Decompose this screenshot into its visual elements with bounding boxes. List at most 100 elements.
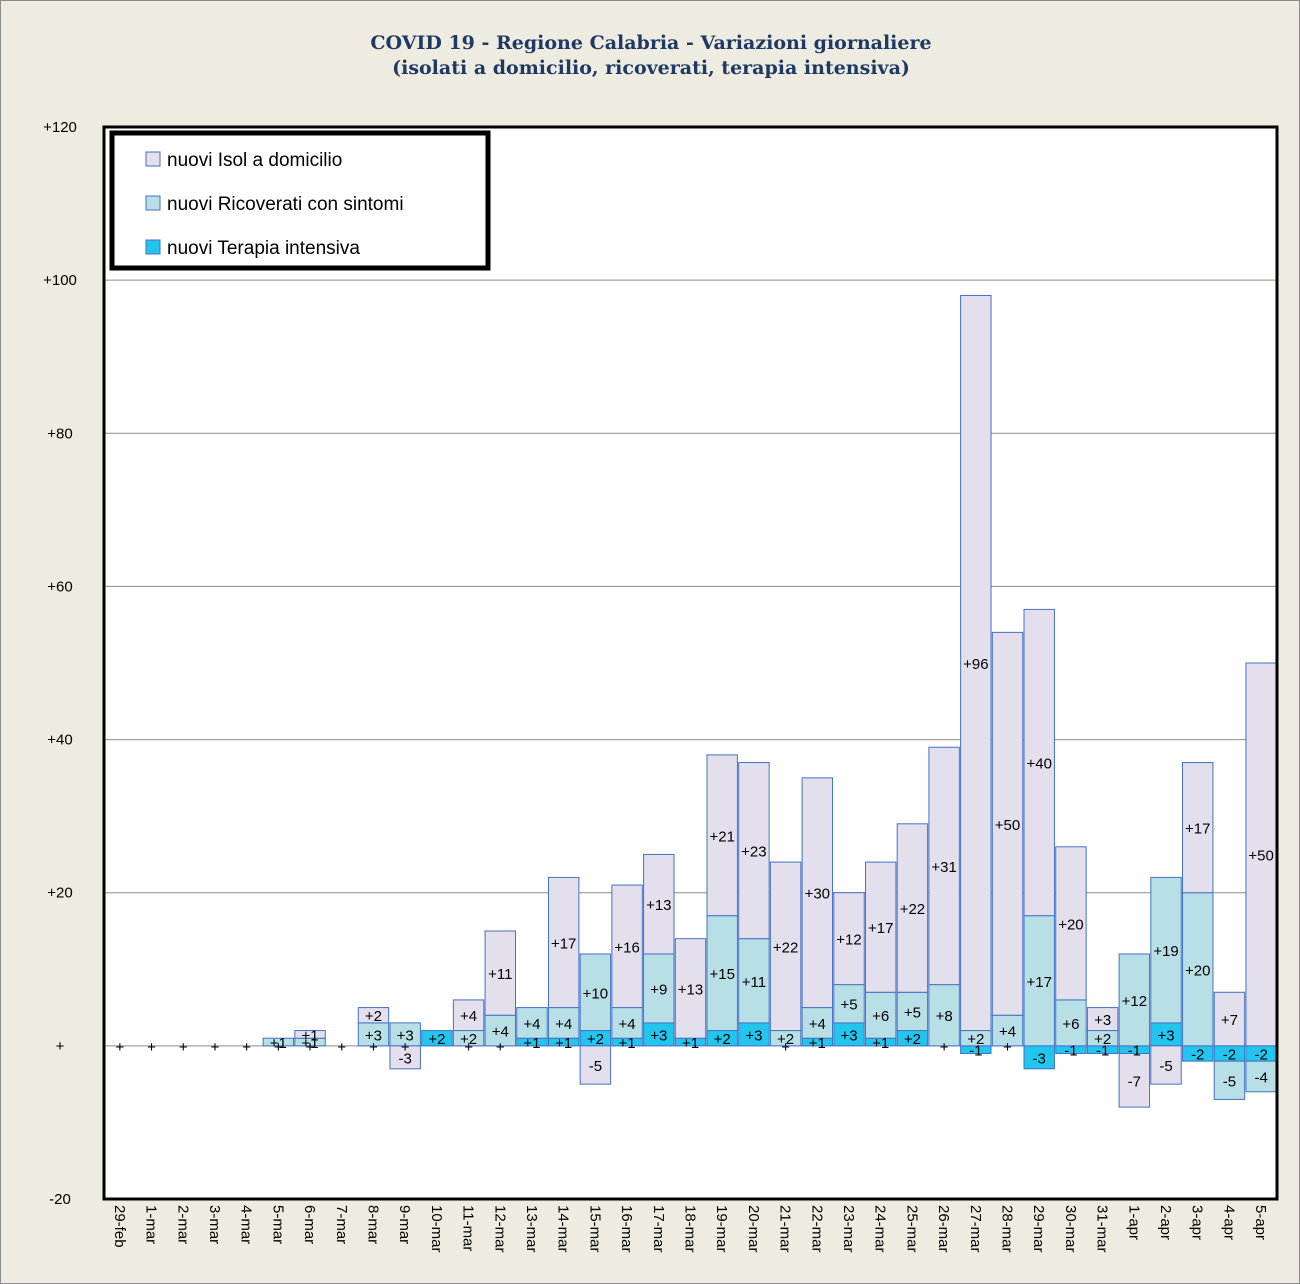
data-label: +3 bbox=[365, 1027, 382, 1044]
data-label: +4 bbox=[809, 1016, 826, 1033]
bar-segment bbox=[484, 930, 517, 1016]
data-label: -5 bbox=[1223, 1073, 1236, 1090]
x-tick-label: 2-mar bbox=[174, 1205, 191, 1244]
bar-segment bbox=[960, 294, 992, 1032]
data-label: +4 bbox=[999, 1024, 1016, 1041]
data-label: +4 bbox=[460, 1008, 477, 1025]
x-tick-label: 15-mar bbox=[586, 1205, 603, 1253]
bar-segment bbox=[294, 1030, 326, 1039]
x-tick-label: 5-mar bbox=[269, 1205, 286, 1244]
data-label: +4 bbox=[523, 1016, 540, 1033]
bar-segment bbox=[801, 777, 834, 1009]
bar-segment bbox=[1245, 1060, 1277, 1093]
data-label: +5 bbox=[840, 997, 857, 1014]
bar-segment bbox=[1055, 999, 1087, 1047]
data-label: + bbox=[401, 1039, 410, 1056]
data-label: +13 bbox=[646, 897, 671, 914]
data-label: +13 bbox=[678, 981, 703, 998]
bar-segment bbox=[1150, 876, 1182, 1024]
data-label: -2 bbox=[1191, 1047, 1204, 1064]
bar-segment bbox=[389, 1045, 421, 1070]
data-label: -5 bbox=[589, 1058, 602, 1075]
data-label: +2 bbox=[714, 1031, 731, 1048]
bar-segment bbox=[1182, 762, 1214, 894]
data-label: +96 bbox=[963, 656, 988, 673]
data-label: +1 bbox=[302, 1027, 319, 1044]
y-tick-label: +60 bbox=[47, 578, 72, 595]
x-tick-label: 24-mar bbox=[872, 1205, 889, 1253]
legend-label: nuovi Ricoverati con sintomi bbox=[167, 194, 404, 215]
bar-segment bbox=[1213, 1060, 1246, 1100]
x-tick-label: 10-mar bbox=[428, 1205, 445, 1253]
data-label: + bbox=[211, 1039, 220, 1056]
data-label: +17 bbox=[1185, 821, 1210, 838]
bar-segment bbox=[674, 938, 707, 1039]
data-label: +1 bbox=[682, 1035, 699, 1052]
data-label: +2 bbox=[428, 1031, 445, 1048]
data-label: +11 bbox=[488, 966, 512, 983]
x-tick-label: 12-mar bbox=[491, 1205, 508, 1253]
data-label: +3 bbox=[650, 1027, 667, 1044]
data-label: -1 bbox=[1096, 1043, 1109, 1060]
bar-segment bbox=[1055, 846, 1087, 1001]
x-tick-label: 29-feb bbox=[111, 1205, 128, 1248]
data-label: +12 bbox=[1122, 993, 1147, 1010]
data-label: +8 bbox=[936, 1008, 953, 1025]
x-tick-label: 9-mar bbox=[396, 1205, 413, 1244]
bar-segment bbox=[706, 915, 738, 1032]
data-label: +10 bbox=[583, 985, 608, 1002]
data-label: +1 bbox=[809, 1035, 826, 1052]
legend-box bbox=[109, 130, 491, 271]
bar-segment bbox=[452, 999, 485, 1032]
data-label: +5 bbox=[904, 1004, 921, 1021]
data-label: -7 bbox=[1128, 1073, 1141, 1090]
y-tick-label: +120 bbox=[43, 119, 77, 136]
bar-segment bbox=[1086, 1007, 1119, 1032]
data-label: +1 bbox=[302, 1035, 319, 1052]
bar-segment bbox=[1150, 1045, 1182, 1085]
data-label: +6 bbox=[872, 1008, 889, 1025]
legend-swatch bbox=[145, 151, 161, 167]
data-label: +3 bbox=[1094, 1012, 1111, 1029]
x-tick-label: 21-mar bbox=[777, 1205, 794, 1253]
data-label: + bbox=[1003, 1039, 1012, 1056]
data-label: -1 bbox=[1128, 1043, 1141, 1060]
y-tick-label: +80 bbox=[47, 425, 72, 442]
x-tick-label: 1-mar bbox=[143, 1205, 160, 1244]
data-label: +3 bbox=[397, 1027, 414, 1044]
data-label: +1 bbox=[523, 1035, 540, 1052]
data-label: +1 bbox=[872, 1035, 889, 1052]
data-label: +4 bbox=[619, 1016, 636, 1033]
data-label: +2 bbox=[777, 1031, 794, 1048]
data-label: -5 bbox=[1159, 1058, 1172, 1075]
x-tick-label: 19-mar bbox=[713, 1205, 730, 1253]
bar-segment bbox=[1023, 608, 1055, 917]
chart-title: COVID 19 - Regione Calabria - Variazioni… bbox=[370, 32, 932, 54]
data-label: +40 bbox=[1027, 756, 1052, 773]
bar-segment bbox=[928, 746, 960, 986]
bar-segment bbox=[579, 1045, 612, 1085]
bar-segment bbox=[1182, 892, 1214, 1047]
data-label: +2 bbox=[460, 1031, 477, 1048]
x-tick-label: 18-mar bbox=[682, 1205, 699, 1253]
bar-segment bbox=[896, 991, 929, 1032]
bar-segment bbox=[864, 861, 897, 993]
legend-swatch bbox=[145, 195, 161, 211]
data-label: +11 bbox=[742, 974, 766, 991]
x-tick-label: 11-mar bbox=[460, 1205, 477, 1251]
legend-swatch bbox=[145, 239, 161, 255]
data-label: + bbox=[115, 1039, 124, 1056]
data-label: +17 bbox=[868, 920, 893, 937]
bar-segment bbox=[547, 876, 580, 1009]
x-tick-label: 22-mar bbox=[808, 1205, 825, 1253]
x-tick-label: 30-mar bbox=[1062, 1205, 1079, 1253]
x-tick-label: 27-mar bbox=[967, 1205, 984, 1253]
bar-segment bbox=[611, 884, 643, 1009]
legend-label: nuovi Terapia intensiva bbox=[167, 238, 360, 259]
data-label: +12 bbox=[836, 932, 861, 949]
x-tick-label: 25-mar bbox=[903, 1205, 920, 1253]
data-label: + bbox=[940, 1039, 949, 1056]
data-label: -1 bbox=[969, 1043, 982, 1060]
x-tick-label: 3-apr bbox=[1189, 1205, 1206, 1240]
